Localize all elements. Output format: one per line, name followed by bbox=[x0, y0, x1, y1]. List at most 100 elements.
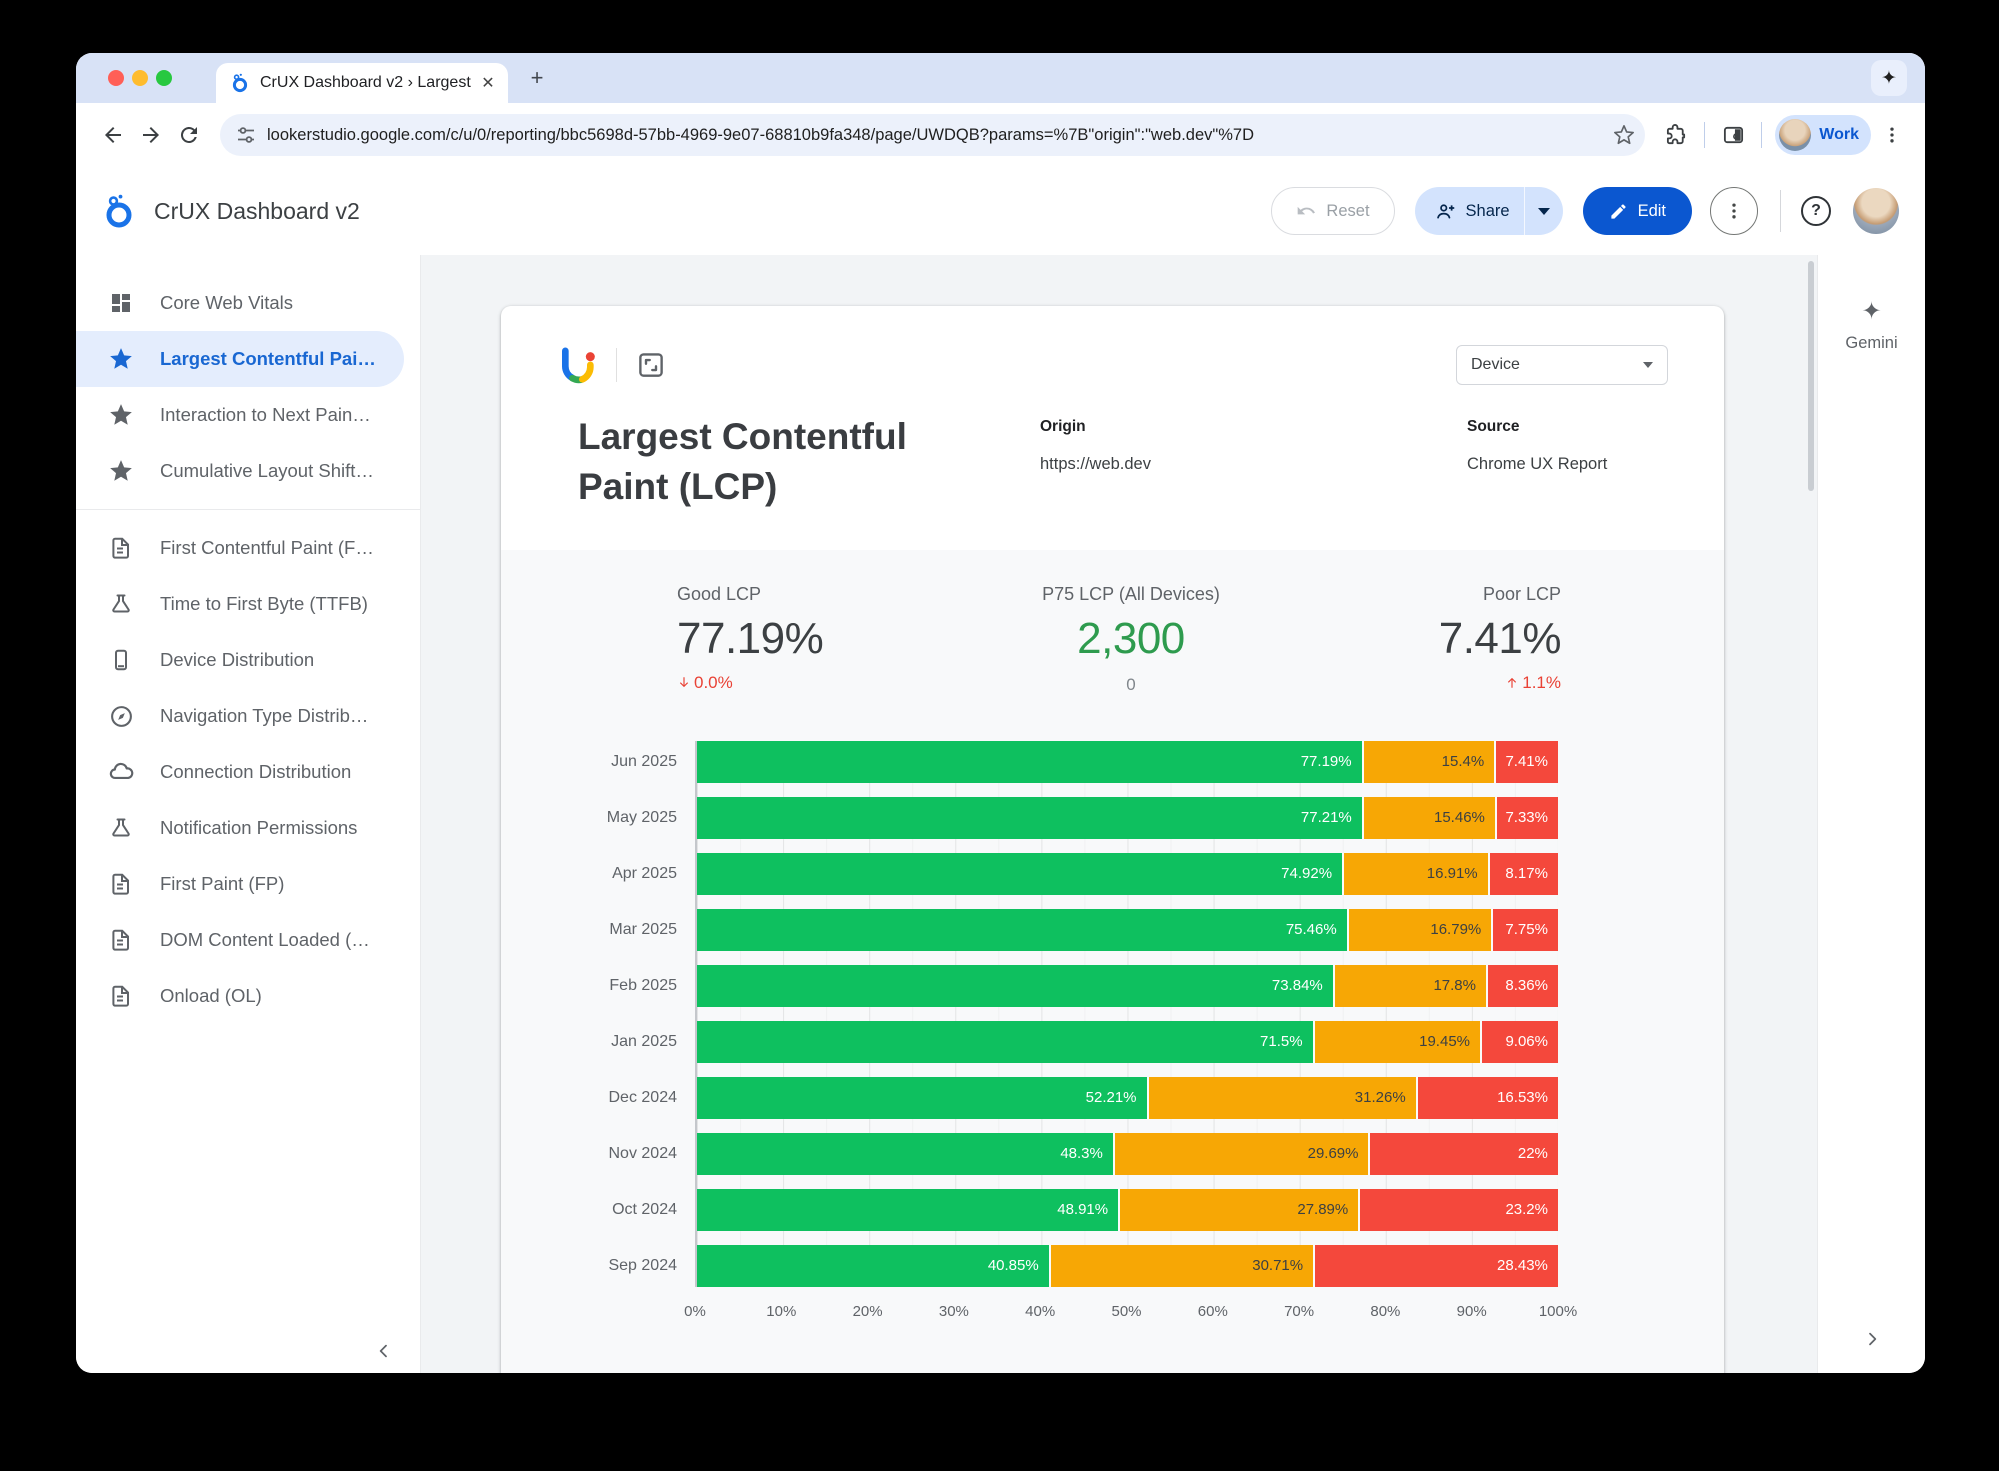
sidebar-item-label: Time to First Byte (TTFB) bbox=[160, 593, 368, 614]
sidebar-item-label: First Contentful Paint (F… bbox=[160, 537, 374, 558]
scorecard-value: 2,300 bbox=[1077, 613, 1185, 663]
close-window-button[interactable] bbox=[108, 70, 124, 86]
bar-segment-needs-improvement[interactable]: 27.89% bbox=[1118, 1188, 1359, 1231]
site-settings-icon[interactable] bbox=[236, 125, 256, 145]
sidebar-item-navigation-type-distrib[interactable]: Navigation Type Distrib… bbox=[76, 688, 404, 744]
bar-segment-good[interactable]: 48.3% bbox=[697, 1132, 1113, 1175]
edit-button[interactable]: Edit bbox=[1582, 187, 1692, 235]
reset-button[interactable]: Reset bbox=[1271, 187, 1395, 235]
tab-close-icon[interactable]: ✕ bbox=[481, 75, 495, 92]
chrome-sparkle-icon[interactable]: ✦ bbox=[1871, 60, 1907, 96]
minimize-window-button[interactable] bbox=[132, 70, 148, 86]
bar-segment-good[interactable]: 48.91% bbox=[697, 1188, 1119, 1231]
bar-segment-needs-improvement[interactable]: 16.91% bbox=[1342, 852, 1488, 895]
back-icon[interactable] bbox=[94, 116, 132, 154]
sidebar-item-device-distribution[interactable]: Device Distribution bbox=[76, 632, 404, 688]
bookmark-star-icon[interactable] bbox=[1613, 124, 1635, 146]
scorecard-delta: 0.0% bbox=[677, 673, 823, 693]
url-bar[interactable]: lookerstudio.google.com/c/u/0/reporting/… bbox=[220, 114, 1646, 156]
cloud-icon bbox=[108, 759, 134, 785]
lcp-stacked-bar-chart: Jun 2025 77.19% 15.4% 7.41% May 2025 77.21% 15… bbox=[501, 740, 1724, 1329]
device-filter-select[interactable]: Device bbox=[1456, 345, 1668, 385]
profile-avatar bbox=[1779, 119, 1812, 151]
share-dropdown-button[interactable] bbox=[1525, 187, 1563, 235]
forward-icon[interactable] bbox=[132, 116, 170, 154]
bar-segment-poor[interactable]: 7.75% bbox=[1491, 908, 1558, 951]
bar-segment-poor[interactable]: 23.2% bbox=[1358, 1188, 1558, 1231]
sidebar-collapse-button[interactable] bbox=[376, 1343, 392, 1359]
sidebar-item-first-contentful-paint-f[interactable]: First Contentful Paint (F… bbox=[76, 520, 404, 576]
sidebar-item-connection-distribution[interactable]: Connection Distribution bbox=[76, 744, 404, 800]
profile-chip[interactable]: Work bbox=[1775, 115, 1871, 155]
sidebar-item-dom-content-loaded[interactable]: DOM Content Loaded (… bbox=[76, 912, 404, 968]
share-button[interactable]: Share bbox=[1415, 187, 1524, 235]
bar-segment-poor[interactable]: 7.41% bbox=[1494, 740, 1558, 783]
bar-segment-poor[interactable]: 7.33% bbox=[1494, 796, 1558, 839]
bar-segment-good[interactable]: 71.5% bbox=[697, 1020, 1313, 1063]
expand-icon[interactable] bbox=[636, 350, 666, 380]
gemini-rail: ✦ Gemini bbox=[1817, 255, 1925, 1373]
bar-segment-needs-improvement[interactable]: 31.26% bbox=[1146, 1076, 1416, 1119]
bar-segment-good[interactable]: 40.85% bbox=[697, 1244, 1049, 1287]
chart-plot-area: Jun 2025 77.19% 15.4% 7.41% May 2025 77.21% 15… bbox=[607, 740, 1558, 1287]
chart-row-dec-2024: Dec 2024 52.21% 31.26% 16.53% bbox=[609, 1076, 1558, 1119]
x-axis-tick: 10% bbox=[766, 1302, 797, 1320]
browser-menu-icon[interactable] bbox=[1877, 116, 1907, 154]
bar-segment-needs-improvement[interactable]: 19.45% bbox=[1312, 1020, 1480, 1063]
bar-segment-poor[interactable]: 16.53% bbox=[1415, 1076, 1558, 1119]
extensions-icon[interactable] bbox=[1657, 116, 1695, 154]
new-tab-button[interactable]: + bbox=[530, 65, 544, 90]
bar-segment-needs-improvement[interactable]: 15.46% bbox=[1361, 796, 1495, 839]
document-icon bbox=[108, 535, 134, 561]
sidebar-item-largest-contentful-pai[interactable]: Largest Contentful Pai… bbox=[76, 331, 404, 387]
bar-segment-poor[interactable]: 8.36% bbox=[1486, 964, 1558, 1007]
url-text[interactable]: lookerstudio.google.com/c/u/0/reporting/… bbox=[267, 125, 1255, 144]
bar-segment-needs-improvement[interactable]: 29.69% bbox=[1112, 1132, 1369, 1175]
sidebar-item-onload-ol[interactable]: Onload (OL) bbox=[76, 968, 404, 1024]
report-card: Device Largest Contentful Paint (LCP) Or… bbox=[501, 306, 1724, 1373]
browser-tab[interactable]: CrUX Dashboard v2 › Largest ✕ bbox=[216, 63, 508, 103]
chart-category-label: Apr 2025 bbox=[612, 864, 677, 882]
sidebar-item-label: Connection Distribution bbox=[160, 761, 352, 782]
chart-category-label: Oct 2024 bbox=[612, 1200, 677, 1218]
bar-segment-good[interactable]: 73.84% bbox=[697, 964, 1333, 1007]
sidebar-item-cumulative-layout-shift[interactable]: Cumulative Layout Shift… bbox=[76, 443, 404, 499]
bar-segment-good[interactable]: 77.21% bbox=[697, 796, 1362, 839]
arrow-down-icon bbox=[679, 677, 689, 688]
account-avatar[interactable] bbox=[1853, 188, 1899, 234]
bar-segment-needs-improvement[interactable]: 16.79% bbox=[1346, 908, 1492, 951]
more-options-button[interactable] bbox=[1710, 187, 1758, 235]
rail-expand-button[interactable] bbox=[1818, 1331, 1925, 1347]
sidebar-item-time-to-first-byte-ttfb[interactable]: Time to First Byte (TTFB) bbox=[76, 576, 404, 632]
bar-segment-poor[interactable]: 28.43% bbox=[1313, 1244, 1558, 1287]
reset-label: Reset bbox=[1326, 201, 1370, 220]
sidebar-item-interaction-to-next-pain[interactable]: Interaction to Next Pain… bbox=[76, 387, 404, 443]
bar-segment-needs-improvement[interactable]: 30.71% bbox=[1048, 1244, 1314, 1287]
gemini-sparkle-icon[interactable]: ✦ bbox=[1861, 298, 1882, 325]
origin-value: https://web.dev bbox=[1040, 455, 1151, 473]
sidebar-item-first-paint-fp[interactable]: First Paint (FP) bbox=[76, 856, 404, 912]
bar-segment-needs-improvement[interactable]: 17.8% bbox=[1332, 964, 1486, 1007]
bar-segment-poor[interactable]: 22% bbox=[1368, 1132, 1558, 1175]
bar-segment-poor[interactable]: 8.17% bbox=[1487, 852, 1558, 895]
bar-segment-good[interactable]: 74.92% bbox=[697, 852, 1343, 895]
bar-segment-good[interactable]: 75.46% bbox=[697, 908, 1347, 951]
toolbar-separator bbox=[1704, 122, 1706, 148]
sidebar-item-notification-permissions[interactable]: Notification Permissions bbox=[76, 800, 404, 856]
flask-icon bbox=[108, 591, 134, 617]
edit-label: Edit bbox=[1637, 201, 1666, 220]
x-axis-tick: 90% bbox=[1456, 1302, 1487, 1320]
side-panel-search-icon[interactable] bbox=[1714, 116, 1752, 154]
chart-row-feb-2025: Feb 2025 73.84% 17.8% 8.36% bbox=[609, 964, 1558, 1007]
dashboard-icon bbox=[108, 290, 134, 316]
bar-segment-poor[interactable]: 9.06% bbox=[1480, 1020, 1558, 1063]
zoom-window-button[interactable] bbox=[156, 70, 172, 86]
sidebar-item-core-web-vitals[interactable]: Core Web Vitals bbox=[76, 275, 404, 331]
bar-segment-good[interactable]: 52.21% bbox=[697, 1076, 1147, 1119]
chart-row-mar-2025: Mar 2025 75.46% 16.79% 7.75% bbox=[609, 908, 1558, 951]
bar-segment-needs-improvement[interactable]: 15.4% bbox=[1361, 740, 1495, 783]
reload-icon[interactable] bbox=[170, 116, 208, 154]
bar-segment-good[interactable]: 77.19% bbox=[697, 740, 1362, 783]
help-button[interactable]: ? bbox=[1801, 196, 1831, 226]
canvas-scrollbar[interactable] bbox=[1808, 261, 1814, 491]
